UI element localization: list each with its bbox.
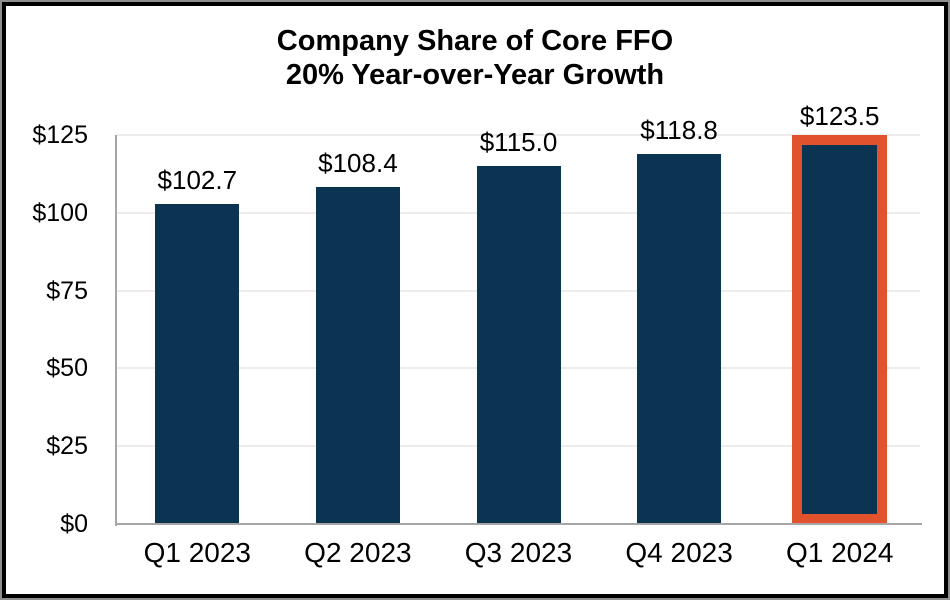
chart-title-line-2: 20% Year-over-Year Growth — [285, 59, 665, 91]
x-tick-label: Q3 2023 — [464, 537, 573, 568]
x-tick-label: Q1 2023 — [143, 537, 251, 568]
chart-title: Company Share of Core FFO 20% Year-over-… — [0, 24, 950, 92]
y-tick-label: $100 — [32, 198, 88, 227]
x-tick-label: Q2 2023 — [304, 537, 412, 568]
x-tick-label: Q1 2024 — [785, 537, 894, 568]
y-tick-label: $0 — [60, 510, 88, 538]
bar-value-label: $115.0 — [479, 127, 558, 158]
y-tick-label: $75 — [46, 276, 88, 305]
bar — [637, 154, 722, 524]
chart-title-line-1: Company Share of Core FFO — [276, 25, 674, 57]
x-tick-label: Q4 2023 — [625, 537, 733, 568]
gridline — [117, 134, 920, 136]
bar-value-label: $123.5 — [799, 100, 880, 131]
bar — [155, 204, 240, 524]
bar — [315, 186, 400, 524]
bar — [476, 166, 561, 524]
y-tick-label: $50 — [46, 354, 88, 383]
bar-value-label: $108.4 — [318, 147, 398, 178]
bar-highlighted — [792, 134, 888, 524]
bar-value-label: $102.7 — [157, 165, 238, 196]
y-axis-line — [115, 135, 117, 526]
y-tick-label: $25 — [46, 432, 88, 461]
x-axis-line — [115, 523, 922, 525]
bar-value-label: $118.8 — [640, 115, 718, 146]
y-tick-label: $125 — [32, 121, 88, 149]
